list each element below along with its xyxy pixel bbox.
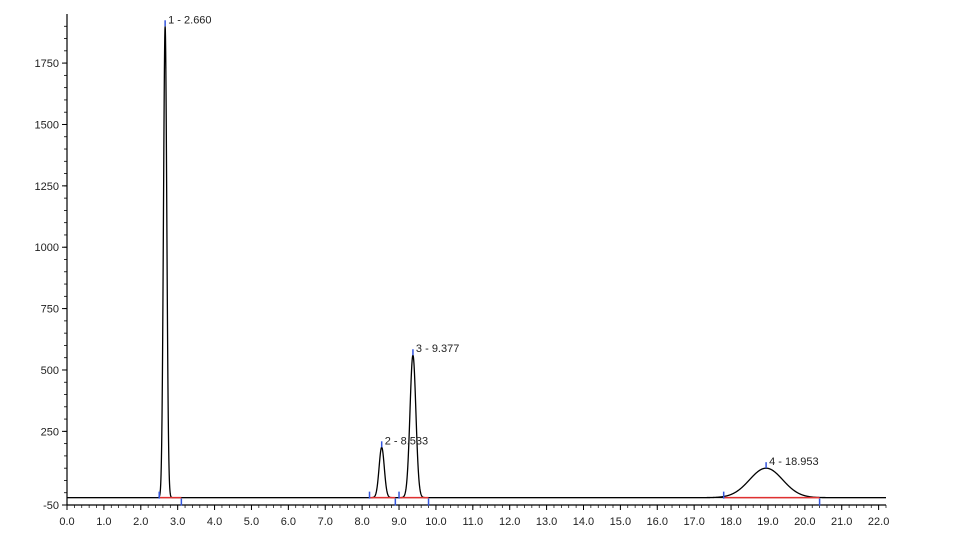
x-tick-label: 13.0: [536, 516, 557, 528]
x-tick-label: 10.0: [425, 516, 446, 528]
x-tick-label: 1.0: [96, 516, 111, 528]
x-tick-label: 16.0: [647, 516, 668, 528]
y-tick-label: 1250: [35, 181, 59, 193]
x-tick-label: 19.0: [757, 516, 778, 528]
x-tick-label: 9.0: [391, 516, 406, 528]
label-layer: 1 - 2.660 2 - 8.533 3 - 9.377 4 - 18.953: [168, 14, 819, 468]
y-tick-label: 750: [41, 304, 59, 316]
x-tick-label: 22.0: [868, 516, 889, 528]
x-tick-label: 18.0: [720, 516, 741, 528]
peak-label: 3 - 9.377: [416, 343, 459, 355]
peak-label: 2 - 8.533: [385, 435, 428, 447]
x-tick-label: 5.0: [244, 516, 259, 528]
x-tick-label: 12.0: [499, 516, 520, 528]
x-tick-label: 21.0: [831, 516, 852, 528]
x-tick-label: 4.0: [207, 516, 222, 528]
y-tick-label: 500: [41, 365, 59, 377]
peak-label: 4 - 18.953: [769, 456, 819, 468]
y-tick-label: 250: [41, 426, 59, 438]
x-tick-label: 15.0: [610, 516, 631, 528]
axes-layer: -50 250 500 750 1000 1250 1500 1750 0.0 1.0 2.0 3.0…: [35, 14, 889, 528]
x-tick-label: 20.0: [794, 516, 815, 528]
x-tick-label: 0.0: [59, 516, 74, 528]
x-tick-label: 17.0: [683, 516, 704, 528]
y-tick-label: 1000: [35, 242, 59, 254]
peak-label: 1 - 2.660: [168, 14, 211, 26]
x-tick-label: 7.0: [318, 516, 333, 528]
y-tick-label: 1500: [35, 119, 59, 131]
chromatogram-trace: [67, 26, 886, 499]
x-tick-label: 14.0: [573, 516, 594, 528]
y-tick-label: -50: [43, 500, 59, 512]
x-tick-label: 6.0: [281, 516, 296, 528]
trace-layer: [67, 20, 886, 506]
x-tick-label: 2.0: [133, 516, 148, 528]
x-tick-label: 11.0: [463, 516, 484, 528]
x-tick-label: 3.0: [170, 516, 185, 528]
x-tick-label: 8.0: [354, 516, 369, 528]
y-tick-label: 1750: [35, 58, 59, 70]
